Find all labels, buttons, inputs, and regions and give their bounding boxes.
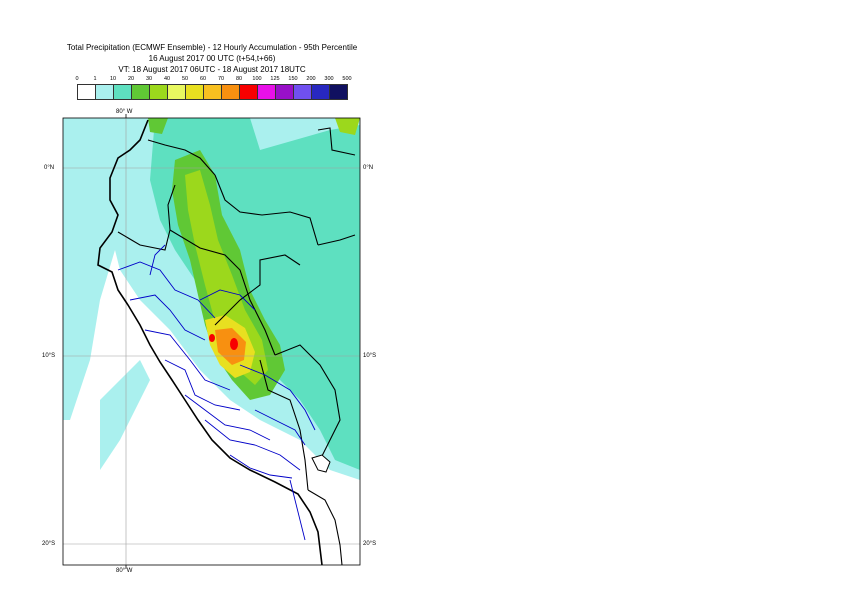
precip-green-patch: [148, 118, 168, 134]
border-colombia-ecuador: [147, 139, 216, 176]
legend-tick-label: 60: [199, 76, 207, 82]
lat-label-10-left: 10°S: [42, 353, 56, 359]
admin-boundary: [254, 409, 306, 446]
border-ecuador-peru: [117, 184, 176, 251]
border-colombia-peru: [169, 229, 276, 356]
admin-boundary: [164, 359, 241, 411]
lon-label-bottom: 80° W: [116, 568, 133, 574]
border-brazil-bolivia: [274, 344, 341, 461]
admin-boundary: [144, 329, 231, 391]
border-colombia-venezuela: [214, 174, 319, 246]
precip-light-ocean-streak: [70, 215, 100, 275]
legend-tick-label: 500: [342, 76, 352, 82]
map-frame: [62, 117, 361, 566]
legend-swatch: [329, 84, 348, 100]
legend-tick-label: 100: [252, 76, 262, 82]
border-guiana: [317, 127, 356, 156]
admin-boundary: [129, 294, 206, 341]
lat-label-10-right: 10°S: [363, 353, 377, 359]
admin-boundary: [117, 261, 216, 319]
lake-titicaca: [311, 454, 331, 473]
lat-label-20-right: 20°S: [363, 541, 377, 547]
lat-label-20-left: 20°S: [42, 541, 56, 547]
border-chile-argentina: [307, 489, 343, 565]
admin-boundary: [229, 454, 293, 479]
admin-boundary: [204, 419, 301, 471]
legend-tick-label: 0: [75, 76, 79, 82]
valid-time-label: VT: 18 August 2017 06UTC - 18 August 201…: [118, 65, 306, 74]
legend-tick-label: 125: [270, 76, 280, 82]
lat-label-0-left: 0°N: [44, 165, 55, 171]
map-title: Total Precipitation (ECMWF Ensemble) - 1…: [66, 43, 358, 52]
border-peru-bolivia: [259, 359, 309, 491]
lat-label-0-right: 0°N: [363, 165, 374, 171]
legend-tick-label: 80: [235, 76, 243, 82]
lon-label-top: 80° W: [116, 109, 133, 115]
legend-tick-label: 150: [288, 76, 298, 82]
border-brazil-peru: [214, 254, 301, 326]
admin-boundary: [149, 244, 166, 276]
admin-boundary: [239, 364, 316, 431]
legend-tick-label: 50: [181, 76, 189, 82]
precip-light-ocean-streak: [100, 360, 150, 470]
admin-boundary: [289, 479, 306, 541]
precip-lime: [185, 170, 268, 385]
legend-tick-label: 200: [306, 76, 316, 82]
legend-tick-label: 40: [163, 76, 171, 82]
coastline: [97, 119, 323, 565]
legend-tick-label: 10: [109, 76, 117, 82]
legend-tick-label: 1: [93, 76, 97, 82]
legend-tick-label: 300: [324, 76, 334, 82]
legend-tick-label: 30: [145, 76, 153, 82]
legend-tick-label: 20: [127, 76, 135, 82]
admin-boundary: [199, 289, 256, 311]
run-time-label: 16 August 2017 00 UTC (t+54,t+66): [148, 54, 276, 63]
precip-red-core: [209, 334, 215, 342]
border-brazil-venezuela: [317, 234, 356, 246]
legend-tick-label: 70: [217, 76, 225, 82]
admin-boundary: [184, 394, 271, 441]
precip-green-patch: [335, 118, 360, 135]
color-legend: 0 1 10 20 30 40 50 60 70 80 100 125 150 200 300 500: [75, 76, 352, 104]
precip-red-core: [230, 338, 238, 350]
